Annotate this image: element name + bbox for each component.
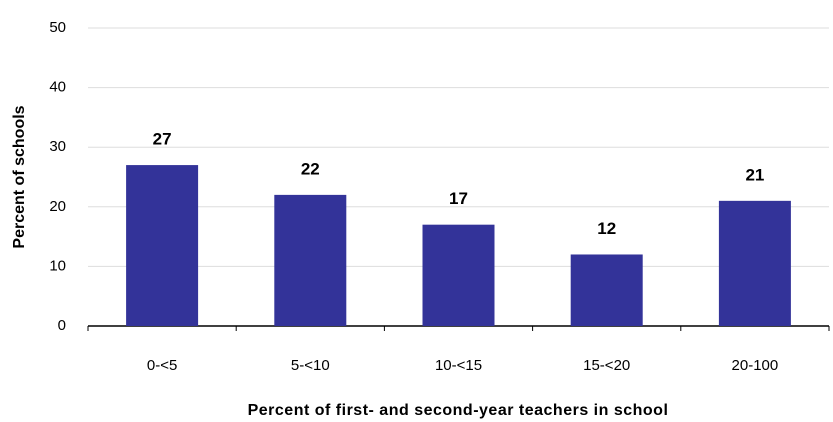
x-tick-label: 20-100	[732, 357, 779, 374]
bar	[126, 165, 199, 326]
data-label: 27	[153, 130, 172, 149]
y-axis-label: Percent of schools	[11, 105, 28, 248]
y-tick-label: 40	[49, 79, 66, 96]
data-label: 22	[301, 159, 320, 178]
x-tick-label: 10-<15	[435, 357, 482, 374]
data-label: 17	[449, 189, 468, 208]
y-tick-label: 20	[49, 198, 66, 215]
y-tick-label: 50	[49, 19, 66, 36]
y-tick-label: 0	[58, 317, 66, 334]
x-tick-label: 5-<10	[291, 357, 330, 374]
bar	[274, 194, 347, 326]
data-label: 21	[745, 165, 764, 184]
bar	[422, 224, 495, 326]
y-tick-label: 30	[49, 138, 66, 155]
data-label: 12	[597, 219, 616, 238]
y-tick-label: 10	[49, 257, 66, 274]
x-tick-label: 15-<20	[583, 357, 630, 374]
x-axis-label: Percent of first- and second-year teache…	[248, 402, 669, 419]
x-tick-label: 0-<5	[147, 357, 177, 374]
bar	[570, 254, 643, 326]
bar	[718, 200, 791, 326]
